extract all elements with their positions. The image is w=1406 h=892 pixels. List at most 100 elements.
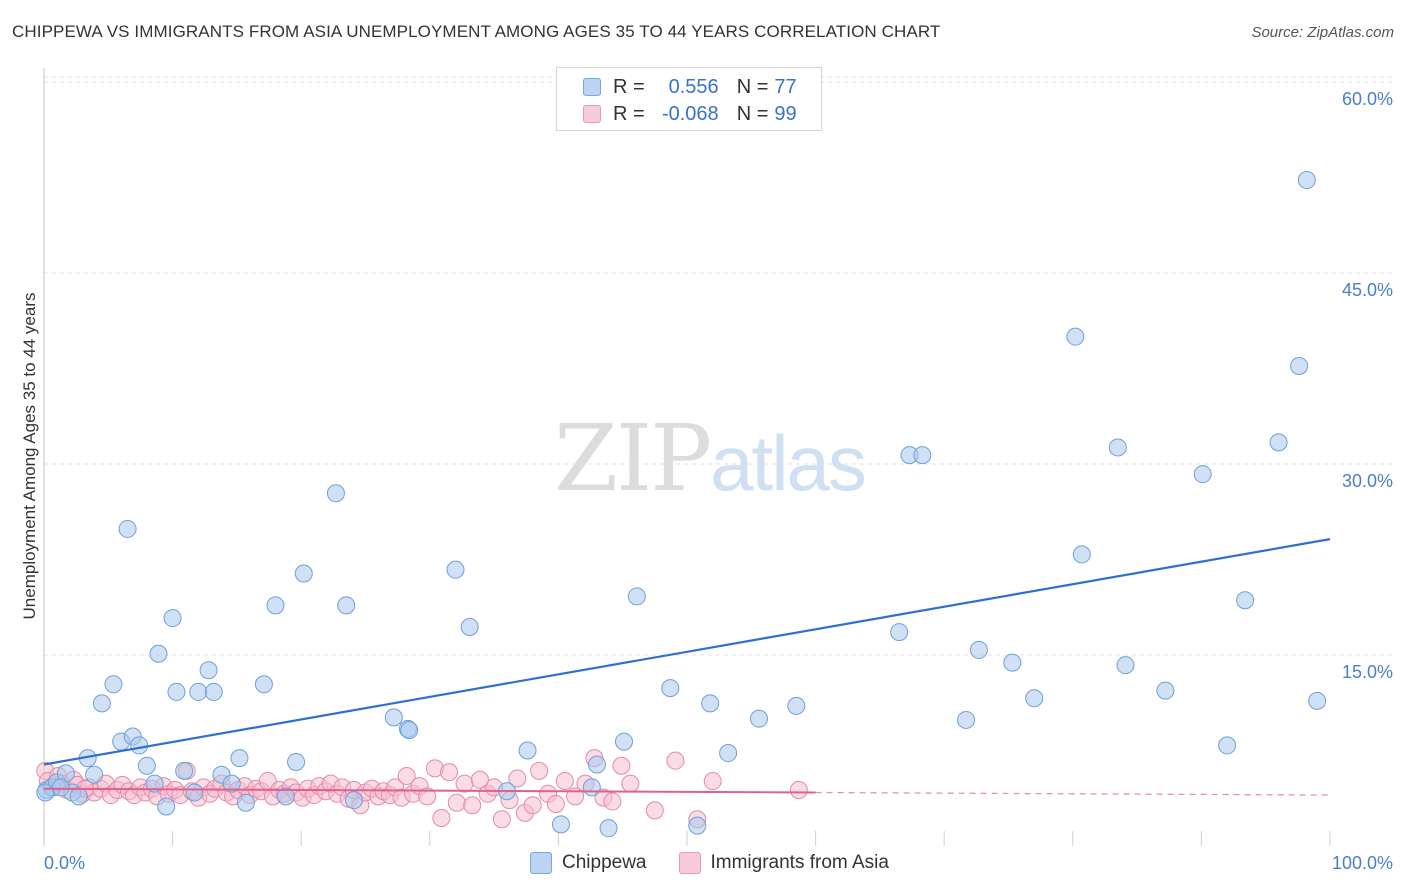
data-point-chippewa [384, 708, 403, 727]
data-point-immigrants [463, 796, 482, 815]
data-point-chippewa [69, 787, 88, 806]
data-point-chippewa [163, 609, 182, 628]
data-point-chippewa [36, 783, 55, 802]
data-point-chippewa [167, 682, 186, 701]
legend-row-immigrants: R = -0.068 N = 99 [583, 101, 797, 127]
legend-n-label: N = [736, 75, 769, 98]
data-point-chippewa [236, 793, 255, 812]
data-point-chippewa [175, 761, 194, 780]
trend-line-immigrants [43, 787, 816, 794]
data-point-immigrants [603, 792, 622, 811]
data-point-immigrants [508, 769, 527, 788]
series-immigrants-points [36, 749, 808, 829]
data-point-chippewa [1236, 591, 1255, 610]
data-point-chippewa [254, 675, 273, 694]
data-point-chippewa [185, 783, 204, 802]
data-point-immigrants [555, 772, 574, 791]
y-tick-label: 45.0% [1342, 280, 1393, 300]
chart-title: CHIPPEWA VS IMMIGRANTS FROM ASIA UNEMPLO… [12, 22, 941, 41]
legend-swatch-immigrants [583, 105, 601, 123]
data-point-chippewa [118, 519, 137, 538]
data-point-immigrants [789, 780, 808, 799]
data-point-immigrants [397, 766, 416, 785]
legend-swatch-chippewa [583, 78, 601, 96]
data-point-chippewa [157, 797, 176, 816]
data-point-chippewa [969, 640, 988, 659]
legend-item-chippewa[interactable]: Chippewa [530, 852, 647, 874]
data-point-chippewa [627, 587, 646, 606]
watermark-zip: ZIP [554, 405, 712, 512]
legend-swatch-chippewa [530, 852, 552, 874]
legend-r-label: R = [613, 102, 645, 125]
data-point-chippewa [518, 741, 537, 760]
data-point-chippewa [890, 623, 909, 642]
data-point-chippewa [587, 755, 606, 774]
data-point-chippewa [189, 682, 208, 701]
data-point-chippewa [719, 744, 738, 763]
data-point-chippewa [337, 596, 356, 615]
data-point-chippewa [266, 596, 285, 615]
legend-label-immigrants: Immigrants from Asia [710, 852, 889, 873]
data-point-chippewa [344, 791, 363, 810]
data-point-chippewa [582, 778, 601, 797]
data-point-immigrants [703, 772, 722, 791]
data-point-chippewa [1003, 653, 1022, 672]
trend-line-immigrants-extension [815, 791, 1331, 796]
legend-n-label: N = [736, 102, 769, 125]
data-point-chippewa [276, 787, 295, 806]
data-point-chippewa [599, 819, 618, 838]
data-point-chippewa [326, 484, 345, 503]
y-tick-label: 60.0% [1342, 89, 1393, 109]
x-tick-label: 0.0% [44, 853, 85, 873]
data-point-immigrants [612, 756, 631, 775]
legend-item-immigrants[interactable]: Immigrants from Asia [678, 852, 889, 874]
data-point-chippewa [104, 675, 123, 694]
data-point-immigrants [523, 796, 542, 815]
data-point-chippewa [130, 736, 149, 755]
source-label: Source: ZipAtlas.com [1251, 24, 1394, 41]
data-point-chippewa [1308, 691, 1327, 710]
data-point-chippewa [222, 774, 241, 793]
watermark-atlas: atlas [710, 419, 867, 507]
correlation-legend: R = 0.556 N = 77 R = -0.068 N = 99 [556, 67, 822, 131]
legend-r-value: -0.068 [661, 102, 719, 125]
data-point-immigrants [455, 774, 474, 793]
data-point-chippewa [1108, 438, 1127, 457]
data-point-chippewa [661, 679, 680, 698]
data-point-chippewa [551, 815, 570, 834]
y-tick-label: 30.0% [1342, 471, 1393, 491]
series-chippewa-points [36, 171, 1327, 838]
data-point-chippewa [957, 710, 976, 729]
x-tick-label: 100.0% [1332, 853, 1393, 873]
data-point-chippewa [287, 752, 306, 771]
data-point-chippewa [1297, 171, 1316, 190]
trend-lines [43, 538, 1331, 796]
data-point-chippewa [460, 617, 479, 636]
legend-n-value: 77 [774, 75, 797, 98]
data-point-chippewa [1025, 689, 1044, 708]
data-point-chippewa [913, 446, 932, 465]
data-point-chippewa [1218, 736, 1237, 755]
data-point-immigrants [418, 787, 437, 806]
data-point-immigrants [432, 808, 451, 827]
data-point-immigrants [621, 774, 640, 793]
data-point-chippewa [1072, 545, 1091, 564]
data-point-chippewa [400, 721, 419, 740]
data-point-chippewa [1193, 465, 1212, 484]
data-point-chippewa [204, 682, 223, 701]
gridlines [44, 76, 1395, 656]
axes [43, 68, 1331, 846]
data-point-chippewa [230, 749, 249, 768]
legend-label-chippewa: Chippewa [562, 852, 647, 873]
trend-line-chippewa [43, 538, 1331, 766]
data-point-chippewa [149, 644, 168, 663]
data-point-immigrants [546, 794, 565, 813]
legend-r-value: 0.556 [668, 75, 719, 98]
data-point-chippewa [787, 696, 806, 715]
data-point-chippewa [1116, 656, 1135, 675]
data-point-immigrants [492, 810, 511, 829]
data-point-chippewa [750, 709, 769, 728]
data-point-chippewa [85, 765, 104, 784]
data-point-chippewa [1290, 356, 1309, 375]
